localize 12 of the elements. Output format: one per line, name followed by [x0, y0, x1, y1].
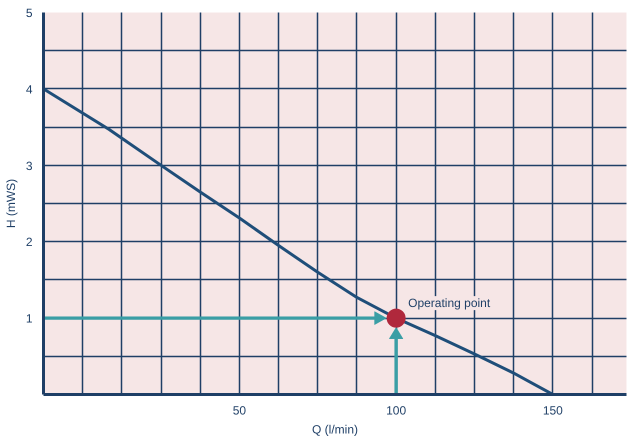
x-tick-label: 50 [232, 404, 246, 418]
y-tick-label: 3 [26, 158, 33, 173]
y-axis-title: H (mWS) [4, 178, 18, 228]
annotation: Operating point [408, 296, 491, 310]
y-tick-label: 2 [26, 235, 33, 250]
y-tick-label: 1 [26, 312, 33, 326]
x-tick-label: 150 [542, 404, 564, 418]
x-axis-title: Q (l/min) [312, 422, 358, 436]
line-series [44, 87, 554, 394]
y-tick-label: 5 [26, 6, 33, 20]
x-tick-label: 100 [386, 404, 406, 418]
y-tick-label: 4 [26, 82, 33, 96]
